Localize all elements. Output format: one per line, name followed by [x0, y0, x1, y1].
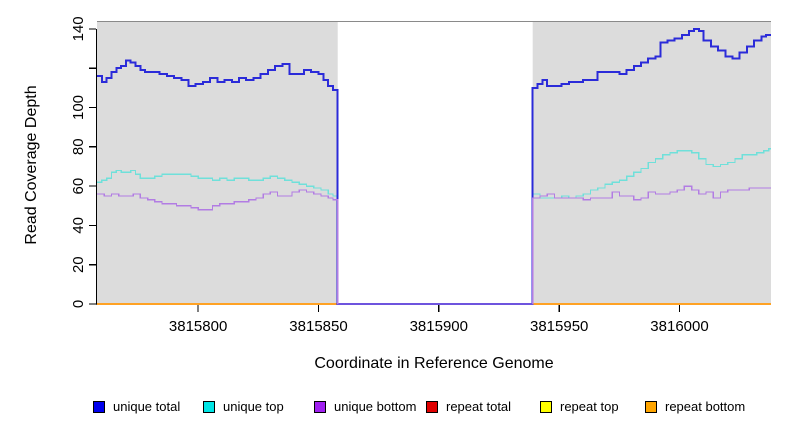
- legend-swatch: [645, 401, 657, 413]
- legend-swatch: [314, 401, 326, 413]
- x-tick-label: 3815900: [410, 318, 468, 335]
- legend-label: repeat top: [560, 399, 619, 414]
- legend-item-repeat-top: repeat top: [540, 400, 619, 414]
- legend-label: repeat bottom: [665, 399, 746, 414]
- legend-swatch: [203, 401, 215, 413]
- legend-item-repeat-bottom: repeat bottom: [645, 400, 745, 414]
- legend-item-unique-total: unique total: [93, 400, 180, 414]
- x-axis-title: Coordinate in Reference Genome: [314, 355, 554, 372]
- series-unique-bottom: [97, 185, 771, 305]
- y-tick-label: 100: [70, 95, 87, 120]
- legend-swatch: [426, 401, 438, 413]
- legend-label: unique total: [113, 399, 181, 414]
- y-axis-title: Read Coverage Depth: [23, 85, 40, 245]
- y-tick-label: 40: [70, 217, 87, 234]
- x-tick-label: 3815850: [289, 318, 347, 335]
- legend-item-unique-top: unique top: [203, 400, 284, 414]
- legend-label: unique top: [223, 399, 284, 414]
- y-tick-label: 80: [70, 138, 87, 155]
- legend-item-repeat-total: repeat total: [426, 400, 511, 414]
- y-tick-label: 60: [70, 178, 87, 195]
- legend-swatch: [540, 401, 552, 413]
- legend: unique total unique top unique bottom repea…: [0, 400, 792, 416]
- y-tick-label: 140: [70, 16, 87, 41]
- legend-label: unique bottom: [334, 399, 417, 414]
- series-unique-total: [97, 27, 771, 305]
- legend-swatch: [93, 401, 105, 413]
- x-tick-label: 3816000: [650, 318, 708, 335]
- y-tick-label: 0: [70, 300, 87, 308]
- legend-item-unique-bottom: unique bottom: [314, 400, 416, 414]
- covered-region-panel: [97, 21, 338, 304]
- y-tick-label: 20: [70, 256, 87, 273]
- legend-label: repeat total: [446, 399, 512, 414]
- x-tick-label: 3815800: [169, 318, 227, 335]
- x-tick-label: 3815950: [530, 318, 588, 335]
